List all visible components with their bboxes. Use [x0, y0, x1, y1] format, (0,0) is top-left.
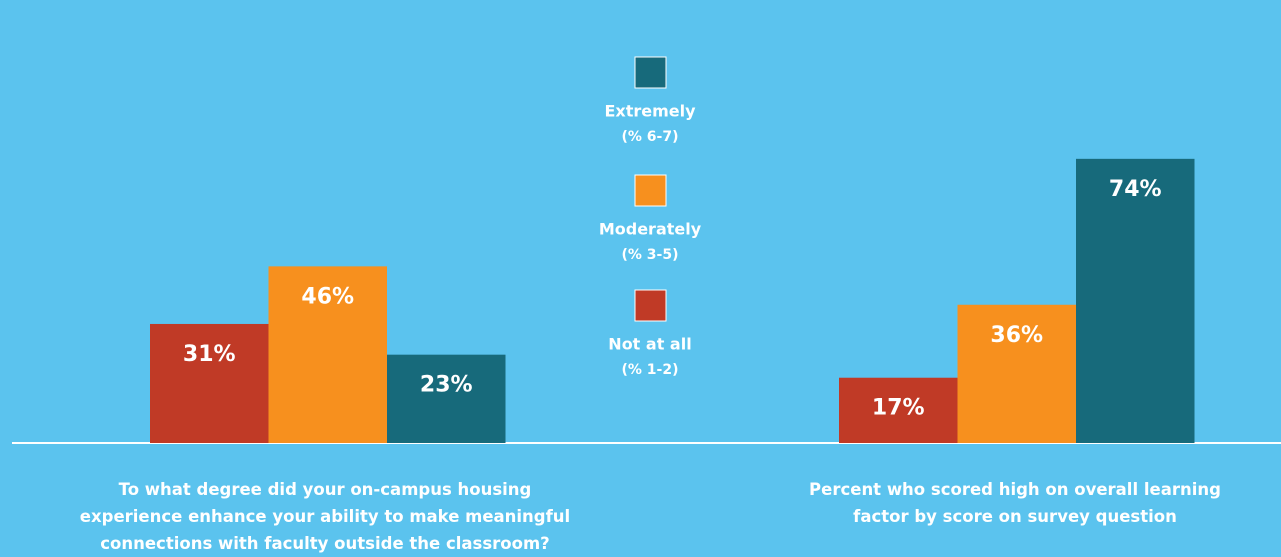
caption: Percent who scored high on overall learn… — [809, 480, 1221, 526]
legend-note: (% 6-7) — [622, 129, 679, 145]
bar — [268, 266, 387, 443]
caption: To what degree did your on-campus housin… — [79, 480, 571, 553]
legend-label: Not at all — [608, 335, 691, 354]
data-label: 74% — [1109, 177, 1162, 202]
data-label: 46% — [301, 284, 354, 309]
legend-label: Moderately — [599, 220, 702, 239]
bar — [839, 377, 958, 443]
data-label: 31% — [183, 342, 236, 367]
data-label: 36% — [990, 323, 1043, 348]
legend-swatch — [634, 56, 667, 89]
bar — [150, 323, 269, 443]
legend-note: (% 3-5) — [622, 247, 679, 263]
legend-label: Extremely — [604, 102, 696, 121]
legend-note: (% 1-2) — [622, 362, 679, 378]
legend-swatch — [634, 174, 667, 207]
legend-swatch — [634, 289, 667, 322]
data-label: 23% — [420, 373, 473, 398]
data-label: 17% — [872, 396, 925, 421]
bar — [1076, 158, 1195, 443]
bar — [387, 354, 506, 443]
bar — [957, 304, 1076, 443]
